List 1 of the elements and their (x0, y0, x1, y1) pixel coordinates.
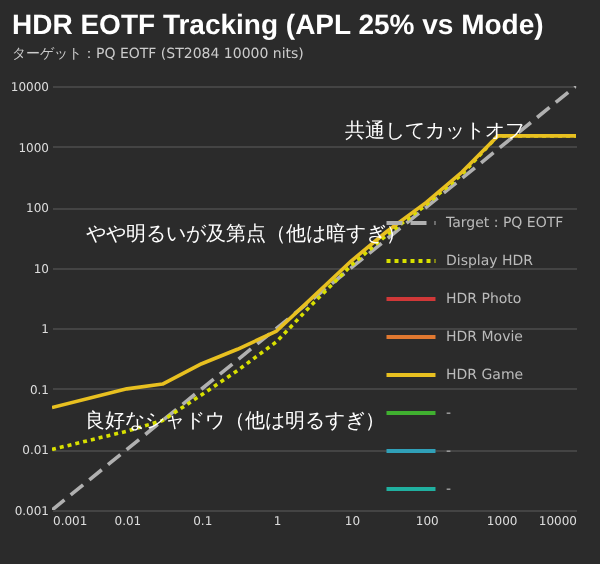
chart-title: HDR EOTF Tracking (APL 25% vs Mode) (12, 8, 544, 40)
